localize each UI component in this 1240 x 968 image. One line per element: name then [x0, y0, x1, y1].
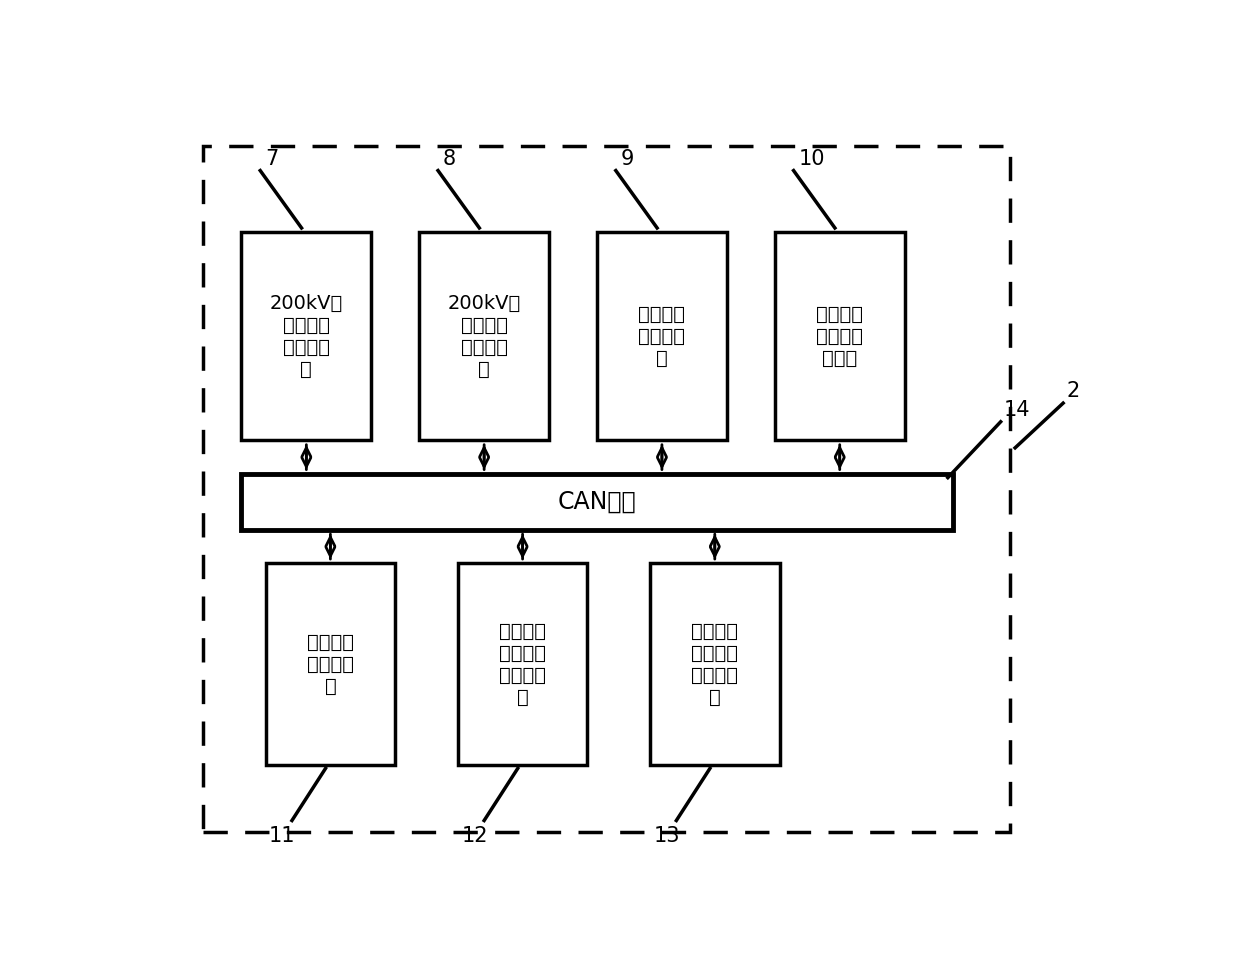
Text: 变比测试
仪标准装
置: 变比测试 仪标准装 置	[306, 632, 353, 695]
Bar	[265, 563, 396, 765]
Bar	[242, 231, 371, 440]
Bar	[650, 563, 780, 765]
Text: 10: 10	[799, 149, 825, 169]
Text: 13: 13	[653, 827, 680, 846]
Bar	[775, 231, 905, 440]
Text: 介质损耗
测试仪标
准装置: 介质损耗 测试仪标 准装置	[816, 305, 863, 368]
Bar	[419, 231, 549, 440]
Text: 8: 8	[443, 149, 456, 169]
Text: 氧化锌避
雷器测试
仪标准装
置: 氧化锌避 雷器测试 仪标准装 置	[498, 621, 546, 707]
Text: 7: 7	[265, 149, 278, 169]
Bar	[596, 231, 727, 440]
Text: 9: 9	[620, 149, 634, 169]
Text: 200kV直
流测量系
统标准装
置: 200kV直 流测量系 统标准装 置	[270, 293, 343, 378]
Text: 11: 11	[269, 827, 295, 846]
Text: CAN总线: CAN总线	[558, 490, 636, 514]
Text: 大功率直
流标准电
阻: 大功率直 流标准电 阻	[639, 305, 686, 368]
Text: 200kV交
流测量系
统标准装
置: 200kV交 流测量系 统标准装 置	[448, 293, 521, 378]
Text: 12: 12	[461, 827, 487, 846]
Bar	[242, 474, 952, 529]
Text: 有载分接
开关测试
仪标准装
置: 有载分接 开关测试 仪标准装 置	[691, 621, 738, 707]
Bar	[458, 563, 588, 765]
Bar	[203, 146, 1011, 832]
Text: 2: 2	[1066, 380, 1079, 401]
Text: 14: 14	[1003, 400, 1030, 419]
